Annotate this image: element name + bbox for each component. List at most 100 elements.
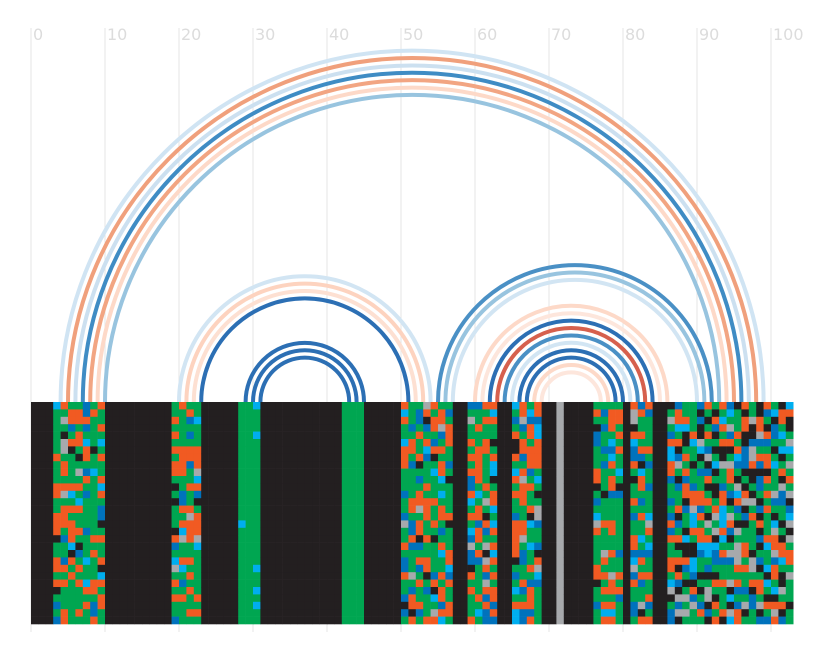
alignment-cell: [371, 513, 380, 521]
alignment-cell: [475, 453, 483, 462]
alignment-cell: [549, 468, 557, 477]
alignment-cell: [519, 594, 528, 603]
alignment-cell: [623, 490, 631, 499]
alignment-cell: [674, 483, 683, 492]
alignment-cell: [341, 527, 350, 536]
alignment-cell: [216, 498, 224, 506]
alignment-cell: [119, 609, 128, 617]
alignment-cell: [297, 505, 306, 514]
alignment-cell: [430, 490, 439, 499]
alignment-cell: [245, 564, 254, 573]
alignment-cell: [327, 424, 335, 432]
alignment-cell: [563, 498, 572, 506]
alignment-cell: [119, 505, 128, 514]
alignment-cell: [460, 424, 468, 432]
alignment-cell: [556, 402, 565, 410]
alignment-cell: [623, 483, 631, 492]
alignment-cell: [504, 439, 513, 447]
alignment-cell: [652, 483, 661, 492]
alignment-cell: [90, 572, 98, 580]
alignment-cell: [60, 572, 69, 580]
alignment-cell: [267, 402, 276, 410]
alignment-cell: [667, 505, 676, 514]
alignment-cell: [45, 513, 54, 521]
alignment-cell: [756, 579, 764, 588]
alignment-cell: [541, 520, 550, 529]
alignment-cell: [142, 476, 150, 484]
alignment-cell: [645, 402, 653, 410]
alignment-cell: [460, 513, 468, 521]
alignment-cell: [216, 601, 224, 610]
alignment-cell: [179, 572, 187, 580]
alignment-cell: [586, 446, 594, 455]
alignment-cell: [312, 468, 320, 477]
alignment-cell: [704, 431, 713, 440]
alignment-cell: [778, 483, 787, 492]
alignment-cell: [741, 416, 750, 425]
alignment-cell: [600, 527, 609, 536]
alignment-cell: [179, 535, 187, 543]
alignment-cell: [674, 453, 683, 462]
alignment-cell: [53, 513, 61, 521]
alignment-cell: [526, 557, 535, 566]
alignment-cell: [586, 587, 594, 595]
alignment-cell: [586, 601, 594, 610]
alignment-cell: [149, 483, 158, 492]
alignment-cell: [164, 431, 172, 440]
alignment-cell: [164, 601, 172, 610]
alignment-cell: [408, 609, 417, 617]
alignment-cell: [526, 409, 535, 418]
alignment-cell: [105, 476, 113, 484]
alignment-cell: [608, 505, 616, 514]
alignment-cell: [704, 461, 713, 469]
alignment-cell: [149, 527, 158, 536]
alignment-cell: [652, 439, 661, 447]
alignment-cell: [519, 609, 528, 617]
alignment-cell: [275, 557, 283, 566]
alignment-cell: [186, 468, 195, 477]
alignment-cell: [371, 557, 380, 566]
alignment-cell: [171, 476, 180, 484]
alignment-cell: [482, 520, 491, 529]
alignment-cell: [208, 587, 217, 595]
alignment-cell: [785, 483, 794, 492]
alignment-cell: [771, 513, 779, 521]
alignment-cell: [290, 572, 298, 580]
alignment-cell: [541, 594, 550, 603]
alignment-cell: [630, 579, 639, 588]
alignment-cell: [586, 535, 594, 543]
alignment-cell: [667, 520, 676, 529]
alignment-cell: [297, 594, 306, 603]
alignment-cell: [741, 476, 750, 484]
alignment-cell: [623, 439, 631, 447]
alignment-cell: [156, 535, 165, 543]
alignment-cell: [38, 579, 47, 588]
alignment-cell: [216, 416, 224, 425]
alignment-cell: [304, 609, 313, 617]
alignment-cell: [660, 542, 668, 551]
alignment-cell: [623, 579, 631, 588]
alignment-cell: [208, 505, 217, 514]
alignment-cell: [408, 594, 417, 603]
alignment-cell: [667, 535, 676, 543]
alignment-cell: [201, 594, 209, 603]
alignment-cell: [282, 527, 291, 536]
alignment-cell: [364, 542, 372, 551]
alignment-cell: [53, 557, 61, 566]
alignment-cell: [127, 431, 135, 440]
alignment-cell: [704, 601, 713, 610]
alignment-cell: [304, 542, 313, 551]
alignment-cell: [134, 402, 143, 410]
alignment-cell: [615, 431, 624, 440]
alignment-cell: [275, 446, 283, 455]
alignment-cell: [156, 461, 165, 469]
alignment-cell: [623, 498, 631, 506]
alignment-cell: [408, 572, 417, 580]
alignment-cell: [608, 616, 616, 625]
alignment-cell: [408, 468, 417, 477]
alignment-cell: [763, 601, 772, 610]
alignment-cell: [378, 461, 387, 469]
alignment-cell: [541, 601, 550, 610]
alignment-cell: [697, 468, 705, 477]
